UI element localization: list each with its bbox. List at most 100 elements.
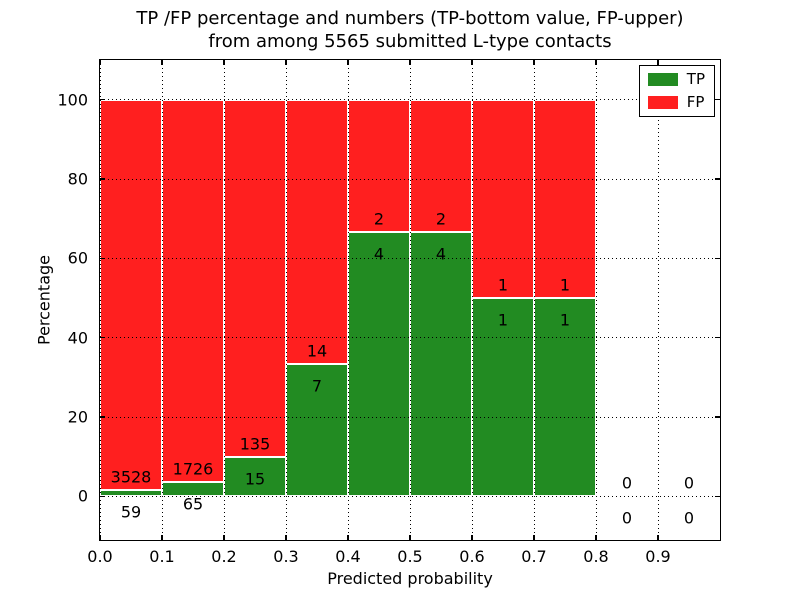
tp-count-label: 4 [435, 244, 447, 264]
chart-title-line1: TP /FP percentage and numbers (TP-bottom… [136, 8, 684, 29]
y-tick-mark [100, 495, 105, 498]
fp-count-label: 2 [435, 209, 447, 229]
bar-tp-segment [162, 481, 224, 497]
bar-fp-segment [100, 99, 162, 490]
h-gridline [100, 495, 720, 497]
y-tick-mark [100, 336, 105, 339]
y-tick-mark [100, 416, 105, 418]
x-tick-mark [285, 535, 287, 540]
bar-tp-segment [410, 231, 472, 497]
y-tick-mark-right [715, 495, 720, 498]
x-tick-mark [595, 535, 597, 540]
bar-fp-segment [472, 99, 534, 298]
tp-count-label: 0 [683, 508, 695, 528]
x-tick-mark [409, 535, 411, 540]
bar-tp-segment [534, 298, 596, 497]
x-tick-label: 0.6 [459, 547, 485, 566]
bars-layer [100, 60, 720, 540]
v-gridline [471, 60, 473, 540]
bar-tp-segment [472, 298, 534, 497]
y-tick-mark-right [715, 416, 720, 418]
x-tick-label: 0.8 [583, 547, 609, 566]
bar-tp-segment [100, 489, 162, 497]
legend-item-tp: TP [647, 72, 705, 87]
y-tick-mark-right [715, 336, 720, 339]
v-gridline [161, 60, 163, 540]
h-gridline [100, 178, 720, 180]
bar-fp-segment [410, 99, 472, 232]
x-tick-mark [533, 535, 535, 540]
x-axis-label: Predicted probability [327, 569, 493, 588]
v-gridline [409, 60, 411, 540]
y-tick-mark-right [715, 98, 720, 101]
v-gridline [347, 60, 349, 540]
y-tick-label: 40 [67, 328, 88, 348]
x-tick-mark [161, 535, 163, 540]
tp-count-label: 4 [373, 244, 385, 264]
fp-count-label: 1 [497, 275, 509, 295]
y-tick-mark-right [715, 178, 720, 180]
x-tick-mark [223, 535, 225, 540]
x-tick-label: 0.2 [211, 547, 237, 566]
y-tick-mark [100, 98, 105, 101]
tp-count-label: 65 [182, 494, 204, 514]
y-tick-label: 0 [77, 486, 88, 506]
fp-count-label: 1 [559, 275, 571, 295]
x-tick-mark-top [223, 60, 225, 65]
h-gridline [100, 257, 720, 259]
bar-fp-segment [286, 99, 348, 365]
x-tick-label: 0.9 [645, 547, 671, 566]
fp-count-label: 1726 [172, 459, 214, 479]
tp-count-label: 15 [244, 469, 266, 489]
fp-count-label: 14 [306, 341, 328, 361]
bar-fp-segment [224, 99, 286, 457]
tp-count-label: 59 [120, 502, 142, 522]
ticks-layer [99, 60, 720, 540]
x-tick-mark-top [533, 60, 535, 65]
fp-count-label: 135 [239, 434, 271, 454]
v-gridline [657, 60, 659, 540]
grid-layer [99, 60, 720, 540]
x-tick-label: 0.5 [397, 547, 423, 566]
x-tick-mark-top [471, 60, 473, 65]
bar-fp-segment [162, 99, 224, 482]
annotations-layer: 3528 59 1726 65 135 15 14 7 2 4 2 4 1 1 1 1 0 0 0 0 [100, 60, 720, 540]
tp-count-label: 0 [621, 508, 633, 528]
x-tick-label: 0.7 [521, 547, 547, 566]
h-gridline [100, 99, 720, 101]
plot-area: 3528 59 1726 65 135 15 14 7 2 4 2 4 1 1 1 1 0 0 0 0 TP FP [99, 59, 721, 541]
bar-fp-segment [348, 99, 410, 232]
h-gridline [100, 337, 720, 339]
v-gridline [223, 60, 225, 540]
x-tick-label: 0.3 [273, 547, 299, 566]
v-gridline [285, 60, 287, 540]
y-tick-label: 80 [67, 169, 88, 189]
fp-count-label: 3528 [110, 467, 152, 487]
y-tick-mark [100, 257, 105, 260]
tp-count-label: 1 [497, 310, 509, 330]
tp-count-label: 7 [311, 376, 323, 396]
x-tick-label: 0.4 [335, 547, 361, 566]
x-tick-label: 0.0 [87, 547, 113, 566]
x-tick-mark-top [285, 60, 287, 65]
v-gridline [99, 60, 101, 540]
x-tick-mark-top [99, 60, 101, 65]
x-tick-mark-top [347, 60, 349, 65]
fp-count-label: 0 [621, 473, 633, 493]
x-tick-mark [99, 535, 101, 540]
bar-fp-segment [534, 99, 596, 298]
x-tick-mark [347, 535, 349, 540]
y-tick-label: 100 [57, 90, 88, 110]
h-gridline [100, 416, 720, 418]
x-tick-mark-top [409, 60, 411, 65]
fp-count-label: 2 [373, 209, 385, 229]
x-tick-mark [657, 535, 659, 540]
v-gridline [533, 60, 535, 540]
tp-count-label: 1 [559, 310, 571, 330]
bar-tp-segment [286, 364, 348, 497]
y-tick-label: 60 [67, 248, 88, 268]
legend-item-fp: FP [647, 95, 705, 110]
y-axis-label: Percentage [34, 254, 54, 346]
tp-swatch-icon [647, 73, 678, 86]
